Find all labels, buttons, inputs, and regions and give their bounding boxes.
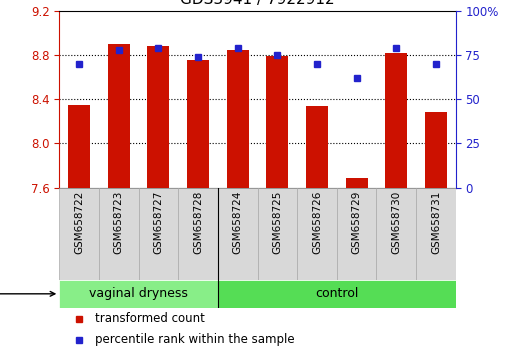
Bar [337, 188, 376, 280]
Bar [108, 44, 130, 188]
Bar [187, 61, 209, 188]
Bar [99, 188, 139, 280]
Bar [416, 188, 456, 280]
Text: GSM658724: GSM658724 [233, 190, 243, 254]
Text: GSM658731: GSM658731 [431, 190, 441, 254]
Text: GSM658722: GSM658722 [74, 190, 84, 254]
Text: disease state: disease state [0, 287, 55, 300]
Text: GSM658727: GSM658727 [153, 190, 163, 254]
Text: percentile rank within the sample: percentile rank within the sample [95, 333, 295, 346]
Text: GSM658730: GSM658730 [391, 190, 401, 253]
Bar [59, 280, 218, 308]
Bar [425, 113, 447, 188]
Text: vaginal dryness: vaginal dryness [89, 287, 188, 300]
Bar [68, 105, 90, 188]
Bar [218, 188, 258, 280]
Bar [147, 46, 169, 188]
Text: GSM658723: GSM658723 [114, 190, 124, 254]
Bar [266, 56, 288, 188]
Bar [346, 178, 368, 188]
Title: GDS3941 / 7922912: GDS3941 / 7922912 [180, 0, 335, 7]
Bar [258, 188, 297, 280]
Bar [59, 188, 99, 280]
Text: transformed count: transformed count [95, 312, 205, 325]
Bar [139, 188, 178, 280]
Bar [385, 53, 407, 188]
Text: GSM658728: GSM658728 [193, 190, 203, 254]
Bar [218, 280, 456, 308]
Text: GSM658729: GSM658729 [352, 190, 362, 254]
Bar [178, 188, 218, 280]
Text: GSM658725: GSM658725 [272, 190, 282, 254]
Text: control: control [315, 287, 358, 300]
Bar [297, 188, 337, 280]
Bar [306, 106, 328, 188]
Bar [227, 50, 249, 188]
Text: GSM658726: GSM658726 [312, 190, 322, 254]
Bar [376, 188, 416, 280]
